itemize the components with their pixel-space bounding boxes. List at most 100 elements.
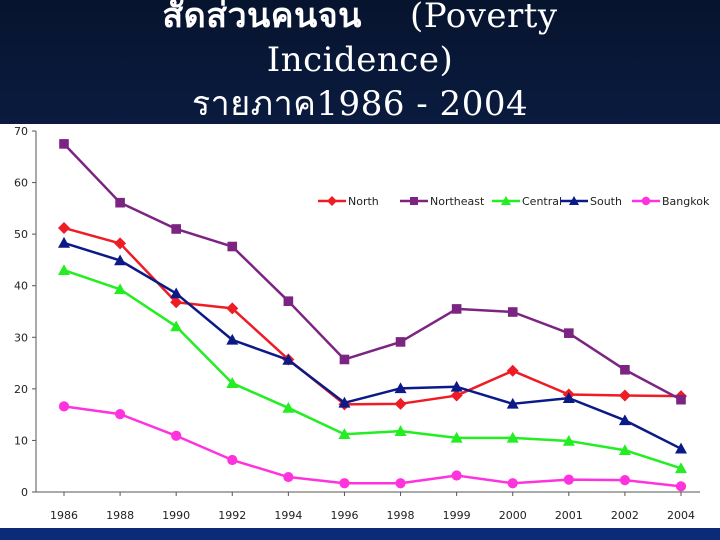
data-point-south bbox=[394, 382, 407, 394]
data-point-north bbox=[506, 364, 519, 377]
y-tick-label: 60 bbox=[14, 177, 28, 190]
data-point-south bbox=[562, 392, 575, 403]
x-tick-label: 2000 bbox=[499, 509, 527, 522]
title-line-2: Incidence) bbox=[266, 40, 454, 80]
data-point-south bbox=[338, 396, 351, 408]
data-point-north bbox=[618, 389, 631, 402]
data-point-north bbox=[450, 389, 463, 402]
data-point-south bbox=[282, 353, 295, 365]
data-point-bangkok bbox=[339, 478, 350, 489]
data-point-northeast bbox=[620, 364, 630, 375]
data-point-central bbox=[114, 283, 127, 295]
chart-panel bbox=[0, 124, 720, 528]
y-tick-label: 50 bbox=[14, 228, 28, 241]
data-point-bangkok bbox=[283, 471, 294, 483]
y-tick-label: 20 bbox=[14, 383, 28, 396]
data-point-south bbox=[226, 333, 239, 345]
data-point-south bbox=[506, 397, 519, 409]
slide-title: สัดส่วนคนจน (Poverty Incidence) รายภาค198… bbox=[0, 0, 720, 135]
data-point-south bbox=[58, 236, 70, 248]
data-point-central bbox=[338, 428, 351, 440]
data-point-bangkok bbox=[58, 401, 70, 412]
y-tick-label: 0 bbox=[21, 486, 28, 499]
bottom-bar bbox=[0, 528, 720, 540]
y-tick-label: 40 bbox=[14, 280, 28, 293]
x-tick-label: 1990 bbox=[162, 509, 190, 522]
legend-label-south: South bbox=[590, 195, 622, 208]
data-point-north bbox=[394, 397, 407, 410]
y-tick-label: 10 bbox=[14, 434, 28, 447]
data-point-central bbox=[618, 444, 631, 456]
data-point-northeast bbox=[227, 241, 238, 252]
data-point-south bbox=[450, 380, 463, 392]
data-point-central bbox=[58, 264, 70, 276]
x-tick-label: 2001 bbox=[555, 509, 583, 522]
x-tick-label: 2002 bbox=[611, 509, 639, 522]
data-point-central bbox=[562, 434, 575, 446]
legend-marker-north bbox=[327, 196, 337, 206]
x-tick-label: 1986 bbox=[50, 509, 78, 522]
data-point-northeast bbox=[115, 197, 125, 208]
y-tick-label: 70 bbox=[14, 125, 28, 138]
data-point-northeast bbox=[171, 224, 181, 234]
data-point-bangkok bbox=[395, 478, 406, 489]
data-point-northeast bbox=[59, 139, 69, 149]
legend-marker-south bbox=[569, 196, 579, 205]
x-tick-label: 2004 bbox=[667, 509, 695, 522]
data-point-north bbox=[58, 221, 70, 234]
data-point-northeast bbox=[507, 307, 518, 317]
data-point-central bbox=[450, 431, 463, 443]
data-point-central bbox=[170, 320, 183, 332]
data-point-bangkok bbox=[114, 409, 126, 420]
data-point-south bbox=[618, 414, 631, 426]
legend-marker-northeast bbox=[410, 197, 418, 205]
data-point-northeast bbox=[283, 296, 294, 306]
x-tick-label: 1996 bbox=[330, 509, 358, 522]
data-point-bangkok bbox=[227, 454, 238, 466]
y-tick-label: 30 bbox=[14, 331, 28, 344]
data-point-northeast bbox=[395, 337, 406, 347]
data-point-northeast bbox=[564, 328, 574, 338]
data-point-central bbox=[506, 431, 519, 443]
data-point-bangkok bbox=[171, 430, 182, 441]
data-point-bangkok bbox=[507, 478, 518, 489]
title-line-3: รายภาค1986 - 2004 bbox=[191, 84, 529, 124]
data-point-bangkok bbox=[619, 475, 631, 486]
legend-marker-bangkok bbox=[641, 196, 651, 206]
data-point-central bbox=[226, 377, 239, 388]
title-line-1: สัดส่วนคนจน (Poverty bbox=[0, 0, 720, 38]
legend-marker-central bbox=[501, 196, 511, 205]
data-point-north bbox=[114, 237, 127, 250]
data-point-south bbox=[675, 442, 687, 454]
x-tick-label: 1992 bbox=[218, 509, 246, 522]
title-thai: สัดส่วนคนจน bbox=[162, 0, 362, 36]
data-point-south bbox=[114, 254, 127, 266]
x-tick-label: 1994 bbox=[274, 509, 302, 522]
data-point-central bbox=[394, 425, 407, 436]
series-line-south bbox=[63, 241, 682, 450]
legend-label-bangkok: Bangkok bbox=[662, 195, 710, 208]
legend-label-northeast: Northeast bbox=[430, 195, 485, 208]
x-tick-label: 1999 bbox=[443, 509, 471, 522]
data-point-south bbox=[170, 287, 183, 299]
legend-label-north: North bbox=[348, 195, 379, 208]
series-line-central bbox=[63, 269, 682, 470]
series-line-north bbox=[63, 226, 682, 406]
data-point-central bbox=[282, 401, 295, 413]
data-point-bangkok bbox=[675, 481, 687, 492]
data-point-central bbox=[675, 462, 687, 474]
series-line-bangkok bbox=[63, 405, 682, 488]
title-en-1: (Poverty bbox=[409, 0, 558, 36]
x-tick-label: 1998 bbox=[387, 509, 415, 522]
series-line-northeast bbox=[63, 143, 682, 401]
data-point-north bbox=[226, 302, 239, 315]
data-point-bangkok bbox=[451, 470, 462, 481]
data-point-northeast bbox=[339, 354, 350, 365]
x-tick-label: 1988 bbox=[106, 509, 134, 522]
data-point-bangkok bbox=[563, 474, 574, 485]
data-point-north bbox=[170, 296, 183, 309]
legend-label-central: Central bbox=[522, 195, 562, 208]
data-point-northeast bbox=[451, 304, 462, 314]
data-point-northeast bbox=[676, 394, 686, 405]
